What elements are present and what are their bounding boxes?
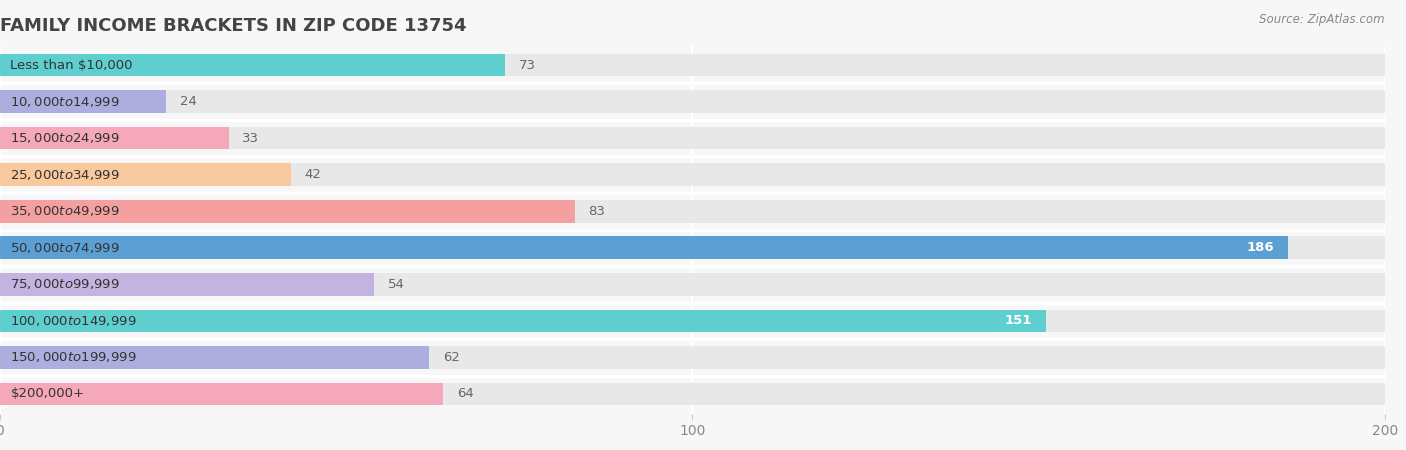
Bar xyxy=(0,200,575,223)
Text: FAMILY INCOME BRACKETS IN ZIP CODE 13754: FAMILY INCOME BRACKETS IN ZIP CODE 13754 xyxy=(0,17,467,35)
Bar xyxy=(0,127,229,149)
Bar xyxy=(0,90,166,113)
Bar xyxy=(0,54,506,76)
Bar xyxy=(0,346,1385,369)
Bar xyxy=(0,54,1385,76)
Bar xyxy=(0,310,1385,332)
Text: 151: 151 xyxy=(1004,315,1032,327)
Text: $35,000 to $49,999: $35,000 to $49,999 xyxy=(10,204,120,218)
Bar xyxy=(0,346,429,369)
Bar xyxy=(0,200,1385,223)
Text: $150,000 to $199,999: $150,000 to $199,999 xyxy=(10,351,136,364)
Text: 33: 33 xyxy=(242,132,259,144)
Text: $25,000 to $34,999: $25,000 to $34,999 xyxy=(10,168,120,182)
Text: $75,000 to $99,999: $75,000 to $99,999 xyxy=(10,277,120,291)
Bar xyxy=(0,273,374,296)
Text: $15,000 to $24,999: $15,000 to $24,999 xyxy=(10,131,120,145)
Bar xyxy=(0,310,1046,332)
Bar xyxy=(0,382,1385,405)
Text: 186: 186 xyxy=(1247,241,1274,254)
Text: 42: 42 xyxy=(305,168,322,181)
Text: 73: 73 xyxy=(519,58,536,72)
Bar xyxy=(0,127,1385,149)
Bar xyxy=(0,382,443,405)
Bar xyxy=(0,90,1385,113)
Text: $10,000 to $14,999: $10,000 to $14,999 xyxy=(10,94,120,108)
Text: 54: 54 xyxy=(388,278,405,291)
Text: Source: ZipAtlas.com: Source: ZipAtlas.com xyxy=(1260,14,1385,27)
Bar xyxy=(0,163,1385,186)
Bar xyxy=(0,273,1385,296)
Bar xyxy=(0,163,291,186)
Text: Less than $10,000: Less than $10,000 xyxy=(10,58,134,72)
Text: 62: 62 xyxy=(443,351,460,364)
Text: 24: 24 xyxy=(180,95,197,108)
Bar xyxy=(0,236,1385,259)
Text: 64: 64 xyxy=(457,387,474,400)
Bar xyxy=(0,236,1288,259)
Text: $100,000 to $149,999: $100,000 to $149,999 xyxy=(10,314,136,328)
Text: $50,000 to $74,999: $50,000 to $74,999 xyxy=(10,241,120,255)
Text: 83: 83 xyxy=(589,205,606,218)
Text: $200,000+: $200,000+ xyxy=(10,387,84,400)
